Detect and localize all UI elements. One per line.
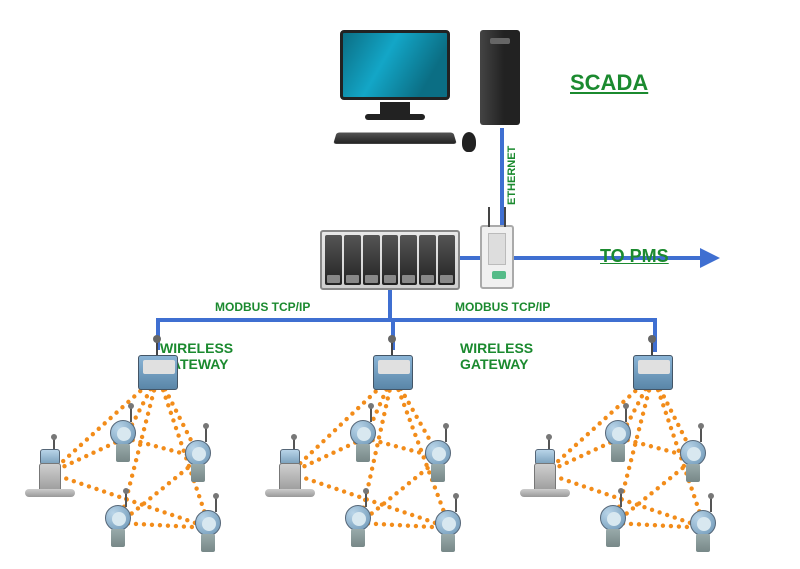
- modbus-right-label: MODBUS TCP/IP: [455, 300, 550, 314]
- ethernet-label: ETHERNET: [506, 146, 518, 205]
- wireless-gateway-label-2: WIRELESSGATEWAY: [460, 340, 533, 372]
- wireless-transmitter-device: [185, 500, 230, 555]
- wireless-transmitter-device: [95, 495, 140, 550]
- wireless-gateway: [130, 345, 185, 395]
- flow-meter-device: [265, 445, 315, 500]
- wireless-transmitter-device: [595, 410, 640, 465]
- wireless-transmitter-device: [175, 430, 220, 485]
- wireless-transmitter-device: [415, 430, 460, 485]
- wireless-transmitter-device: [335, 495, 380, 550]
- wireless-gateway: [365, 345, 420, 395]
- wireless-transmitter-device: [590, 495, 635, 550]
- wireless-transmitter-device: [680, 500, 725, 555]
- wireless-transmitter-device: [340, 410, 385, 465]
- scada-label: SCADA: [570, 70, 648, 96]
- flow-meter-device: [520, 445, 570, 500]
- flow-meter-device: [25, 445, 75, 500]
- wireless-transmitter-device: [670, 430, 715, 485]
- wireless-transmitter-device: [100, 410, 145, 465]
- pms-arrowhead: [700, 248, 720, 268]
- to-pms-label: TO PMS: [600, 246, 669, 267]
- wireless-gateway: [625, 345, 680, 395]
- plc-controller: [320, 230, 460, 290]
- ethernet-switch: [480, 225, 514, 289]
- modbus-left-label: MODBUS TCP/IP: [215, 300, 310, 314]
- scada-workstation: [340, 30, 540, 150]
- wireless-transmitter-device: [425, 500, 470, 555]
